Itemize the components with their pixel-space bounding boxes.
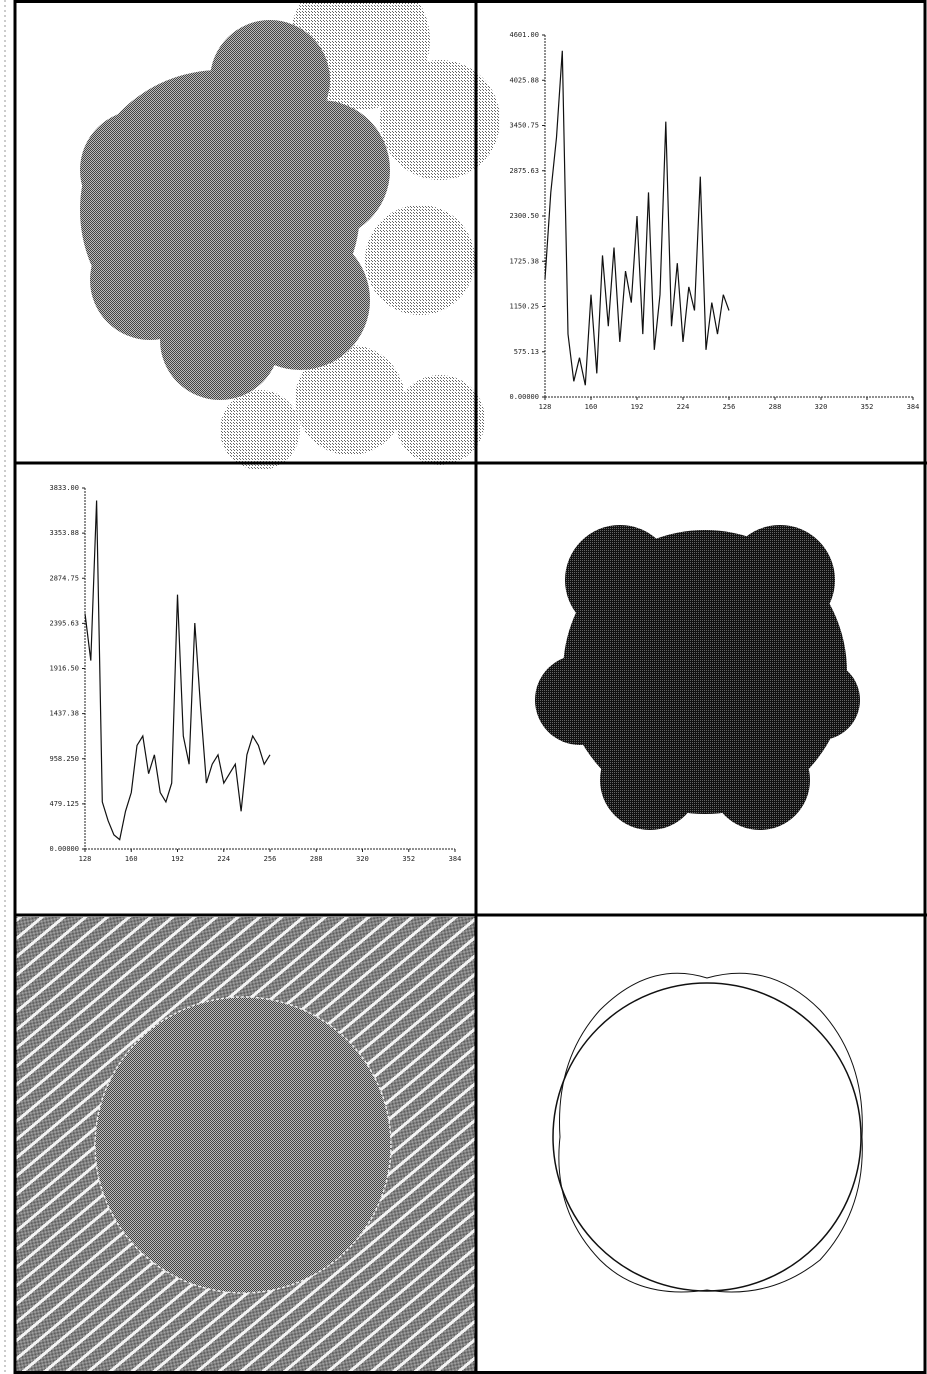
x-tick-label: 224 <box>217 855 230 863</box>
cell-overlay-image <box>16 917 476 1374</box>
y-tick-label: 3353.88 <box>49 529 79 537</box>
data-line <box>545 51 729 385</box>
y-tick-label: 4601.00 <box>509 31 539 39</box>
x-tick-label: 352 <box>402 855 415 863</box>
x-tick-label: 256 <box>723 403 736 411</box>
y-tick-label: 0.00000 <box>509 393 539 401</box>
y-tick-label: 3450.75 <box>509 122 539 130</box>
y-tick-label: 3833.00 <box>49 484 79 492</box>
x-tick-label: 224 <box>677 403 690 411</box>
y-tick-label: 2874.75 <box>49 574 79 582</box>
x-tick-label: 256 <box>264 855 277 863</box>
x-tick-label: 192 <box>631 403 644 411</box>
x-tick-label: 128 <box>539 403 552 411</box>
x-tick-label: 320 <box>356 855 369 863</box>
y-tick-label: 1150.25 <box>509 303 539 311</box>
x-tick-label: 160 <box>585 403 598 411</box>
y-tick-label: 479.125 <box>49 800 79 808</box>
x-tick-label: 320 <box>815 403 828 411</box>
x-tick-label: 288 <box>769 403 782 411</box>
figure: 0.00000 575.13 1150.25 1725.38 2300.50 2875.6… <box>0 0 927 1374</box>
y-tick-label: 4025.88 <box>509 76 539 84</box>
cell-image <box>16 0 500 470</box>
data-line <box>85 501 270 840</box>
y-tick-label: 2875.63 <box>509 167 539 175</box>
y-tick-label: 958.250 <box>49 755 79 763</box>
y-tick-label: 1437.38 <box>49 710 79 718</box>
y-tick-label: 1725.38 <box>509 257 539 265</box>
x-tick-label: 352 <box>861 403 874 411</box>
y-tick-label: 575.13 <box>514 348 539 356</box>
contour-outlines <box>553 973 862 1292</box>
y-tick-label: 2300.50 <box>509 212 539 220</box>
y-tick-label: 1916.50 <box>49 665 79 673</box>
x-tick-label: 192 <box>171 855 184 863</box>
x-tick-label: 288 <box>310 855 323 863</box>
x-tick-label: 384 <box>449 855 462 863</box>
x-tick-label: 160 <box>125 855 138 863</box>
x-tick-label: 128 <box>79 855 92 863</box>
segmented-cell <box>535 525 860 830</box>
y-tick-label: 2395.63 <box>49 619 79 627</box>
y-tick-label: 0.00000 <box>49 845 79 853</box>
x-tick-label: 384 <box>907 403 920 411</box>
